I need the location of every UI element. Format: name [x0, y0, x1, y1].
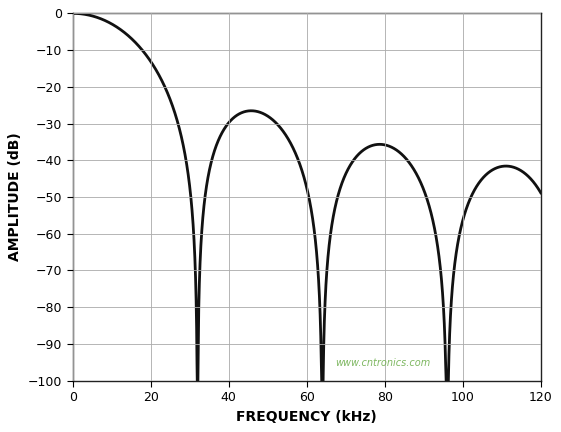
Text: www.cntronics.com: www.cntronics.com — [335, 358, 430, 368]
Y-axis label: AMPLITUDE (dB): AMPLITUDE (dB) — [8, 133, 22, 261]
X-axis label: FREQUENCY (kHz): FREQUENCY (kHz) — [236, 410, 377, 424]
